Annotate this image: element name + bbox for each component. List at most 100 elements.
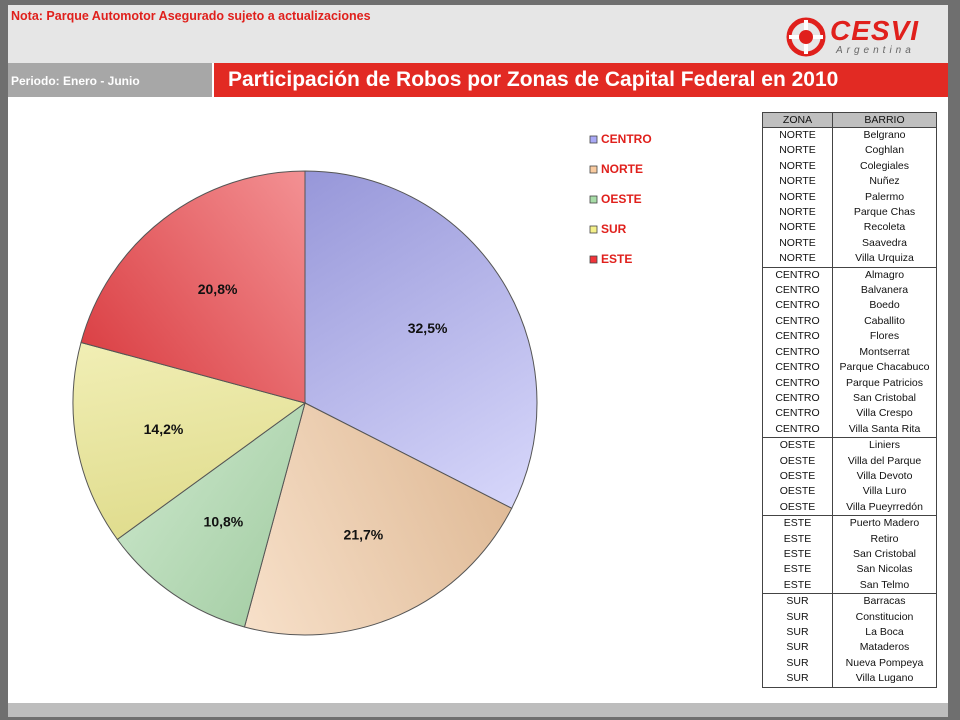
zone-cell: NORTE [762, 251, 833, 268]
pie-chart: 32,5% 21,7% 10,8% 14,2% 20,8% CENTRO NORTE OES… [72, 132, 652, 636]
barrio-cell: Puerto Madero [832, 515, 937, 532]
zone-cell: SUR [762, 593, 833, 610]
slice-label-centro: 32,5% [408, 320, 448, 336]
table-row: NORTE Belgrano [762, 127, 937, 144]
barrio-cell: Parque Chacabuco [832, 360, 937, 376]
barrio-cell: San Telmo [832, 577, 937, 594]
table-row: NORTE Villa Urquiza [762, 251, 937, 268]
zone-cell: NORTE [762, 205, 833, 221]
title-bar: Participación de Robos por Zonas de Capi… [214, 63, 948, 97]
pie-slice-este [80, 170, 306, 404]
slice-label-este: 20,8% [198, 281, 238, 297]
table-row: CENTRO Caballito [762, 313, 937, 330]
barrio-cell: Coghlan [832, 143, 937, 159]
barrio-cell: Villa Pueyrredón [832, 499, 937, 516]
table-row: CENTRO Villa Santa Rita [762, 421, 937, 438]
zone-cell: NORTE [762, 127, 833, 144]
legend-label-centro: CENTRO [601, 132, 652, 146]
barrio-cell: Flores [832, 329, 937, 345]
zone-cell: CENTRO [762, 360, 833, 376]
zone-cell: ESTE [762, 515, 833, 532]
table-row: OESTE Villa Pueyrredón [762, 499, 937, 516]
table-row: NORTE Parque Chas [762, 205, 937, 221]
slice-label-norte: 21,7% [344, 527, 384, 543]
table-row: CENTRO Almagro [762, 266, 937, 284]
table-row: CENTRO San Cristobal [762, 390, 937, 407]
barrio-cell: Villa Luro [832, 484, 937, 500]
barrio-cell: La Boca [832, 625, 937, 641]
note-bar: Nota: Parque Automotor Asegurado sujeto … [8, 5, 948, 63]
pie-slice-sur [72, 341, 307, 541]
zone-cell: NORTE [762, 189, 833, 206]
table-row: SUR Mataderos [762, 640, 937, 656]
chart-title: Participación de Robos por Zonas de Capi… [228, 68, 839, 91]
zone-cell: SUR [762, 655, 833, 672]
zone-cell: CENTRO [762, 344, 833, 361]
table-row: OESTE Liniers [762, 437, 937, 454]
legend-label-sur: SUR [601, 222, 627, 236]
zone-cell: SUR [762, 640, 833, 656]
zone-cell: CENTRO [762, 298, 833, 314]
zone-cell: NORTE [762, 220, 833, 236]
table-row: SUR Nueva Pompeya [762, 655, 937, 672]
table-row: OESTE Villa Devoto [762, 468, 937, 485]
table-row: CENTRO Balvanera [762, 283, 937, 299]
table-row: NORTE Nuñez [762, 174, 937, 190]
barrio-cell: Constitucion [832, 609, 937, 625]
table-row: NORTE Recoleta [762, 220, 937, 236]
pie-slice-oeste [116, 401, 306, 628]
zone-cell: NORTE [762, 143, 833, 159]
cesvi-logo: CESVI Argentina [786, 15, 936, 57]
barrio-cell: Nueva Pompeya [832, 655, 937, 672]
slide: Nota: Parque Automotor Asegurado sujeto … [8, 5, 948, 717]
barrio-cell: Colegiales [832, 158, 937, 175]
zone-cell: OESTE [762, 468, 833, 485]
period-bar: Periodo: Enero - Junio [8, 63, 212, 97]
table-row: CENTRO Villa Crespo [762, 406, 937, 422]
table-row: ESTE San Cristobal [762, 546, 937, 563]
zone-cell: CENTRO [762, 421, 833, 438]
legend-swatch-norte [589, 165, 598, 174]
zone-cell: CENTRO [762, 266, 833, 284]
zone-cell: SUR [762, 625, 833, 641]
table-row: SUR Constitucion [762, 609, 937, 625]
note-text: Nota: Parque Automotor Asegurado sujeto … [11, 9, 371, 23]
barrio-cell: Villa Lugano [832, 671, 937, 688]
zone-cell: OESTE [762, 453, 833, 469]
legend-label-oeste: OESTE [601, 192, 642, 206]
legend-swatch-este [589, 255, 598, 264]
logo-word: CESVI [830, 15, 920, 46]
barrio-cell: Villa Urquiza [832, 251, 937, 268]
table-row: OESTE Villa Luro [762, 484, 937, 500]
header-barrio: BARRIO [832, 112, 937, 128]
barrio-cell: Nuñez [832, 174, 937, 190]
pie-slice-norte [243, 402, 513, 636]
period-text: Periodo: Enero - Junio [11, 74, 140, 88]
bottom-bar [8, 703, 948, 717]
barrio-cell: Caballito [832, 313, 937, 330]
table-row: ESTE San Telmo [762, 577, 937, 594]
table-row: NORTE Saavedra [762, 235, 937, 252]
logo-subtext: Argentina [836, 45, 915, 56]
barrio-cell: San Cristobal [832, 390, 937, 407]
legend-swatch-centro [589, 135, 598, 144]
table-row: SUR Villa Lugano [762, 671, 937, 688]
table-row: CENTRO Parque Chacabuco [762, 360, 937, 376]
barrio-cell: Almagro [832, 266, 937, 284]
zone-cell: CENTRO [762, 390, 833, 407]
zone-cell: CENTRO [762, 283, 833, 299]
barrio-cell: Palermo [832, 189, 937, 206]
table-row: CENTRO Parque Patricios [762, 375, 937, 391]
zone-cell: NORTE [762, 235, 833, 252]
table-row: NORTE Colegiales [762, 158, 937, 175]
barrio-cell: Balvanera [832, 283, 937, 299]
chart-legend: CENTRO NORTE OESTE SUR ESTE [589, 132, 652, 266]
zone-cell: CENTRO [762, 375, 833, 391]
zone-cell: OESTE [762, 437, 833, 454]
zone-cell: OESTE [762, 499, 833, 516]
barrio-cell: Villa Santa Rita [832, 421, 937, 438]
zone-table: ZONA BARRIO NORTE Belgrano NORTE Coghlan NOR… [762, 112, 937, 688]
header-zona: ZONA [762, 112, 833, 128]
zone-cell: ESTE [762, 577, 833, 594]
barrio-cell: Villa Devoto [832, 468, 937, 485]
